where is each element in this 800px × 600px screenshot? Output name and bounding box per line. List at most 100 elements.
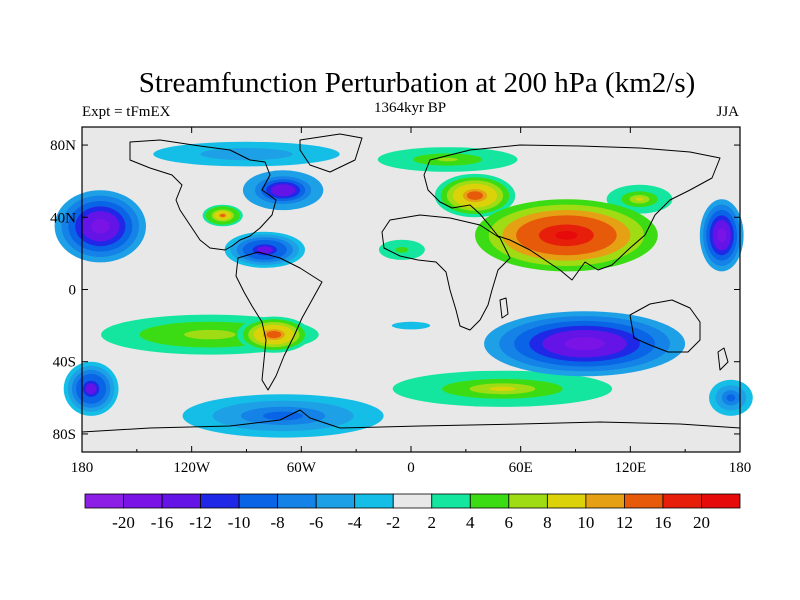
x-tick-label: 60W (287, 460, 317, 476)
x-tick-label: 60E (509, 460, 533, 476)
x-axis-ticks: 180 120W 60W 0 60E 120E 180 (71, 127, 752, 476)
contour-band (572, 339, 597, 348)
contour-band (635, 197, 644, 201)
colorbar-swatch (469, 493, 510, 509)
colorbar-label: -12 (189, 513, 212, 532)
field-north-africa-positive (369, 235, 435, 265)
field-indian-ocean-australia-low (484, 311, 686, 377)
colorbar-label: 6 (505, 513, 514, 532)
x-tick-label: 180 (71, 460, 94, 476)
colorbar-swatch (546, 493, 587, 509)
colorbar-label: -8 (271, 513, 285, 532)
colorbar-swatch (585, 493, 625, 509)
colorbar-swatch (315, 493, 356, 509)
y-tick-label: 0 (69, 283, 77, 299)
x-tick-label: 120E (614, 460, 646, 476)
y-tick-label: 40N (50, 210, 76, 226)
colorbar-swatch (200, 493, 240, 509)
colorbar-swatch (354, 493, 394, 509)
field-antarctic-low (182, 394, 384, 438)
y-tick-label: 80N (50, 138, 76, 154)
left-string: Expt = tFmEX (82, 104, 171, 120)
colorbar-swatch (238, 493, 279, 509)
colorbar-swatch (701, 493, 741, 509)
chart-title: Streamfunction Perturbation at 200 hPa (… (139, 67, 696, 99)
contour-band (405, 324, 417, 327)
colorbar-label: 8 (543, 513, 552, 532)
contour-band (94, 222, 106, 231)
y-tick-label: 80S (53, 427, 76, 443)
contour-band (398, 248, 406, 252)
colorbar: -20 -16 -12 -10 -8 -6 -4 -2 2 4 6 8 10 12 16 20 (84, 493, 741, 532)
colorbar-swatch (624, 493, 664, 509)
contour-band (87, 385, 95, 392)
colorbar-swatch (161, 493, 201, 509)
colorbar-label: 10 (577, 513, 594, 532)
coast-madagascar (499, 297, 509, 319)
colorbar-label: 2 (428, 513, 437, 532)
contour-band (470, 193, 480, 199)
field-west-pacific-low (699, 199, 744, 272)
y-axis-ticks: 80N 40N 0 40S 80S (50, 138, 740, 443)
colorbar-swatch (431, 493, 471, 509)
field-north-america-high (202, 204, 243, 227)
field-central-america-low (224, 231, 305, 268)
coast-africa (381, 214, 511, 331)
field-east-asia-positive (606, 184, 673, 214)
map-plot-area: 180 120W 60W 0 60E 120E 180 80N 40N 0 40S 80S (50, 126, 753, 476)
coast-south-america (235, 251, 323, 391)
x-tick-label: 180 (729, 460, 752, 476)
colorbar-swatch (392, 493, 433, 509)
contour-band (719, 231, 725, 240)
field-far-south-pacific-low-east (709, 379, 753, 416)
coast-north-america (129, 139, 277, 251)
contour-band (194, 331, 226, 338)
colorbar-label: -20 (112, 513, 135, 532)
colorbar-swatch (84, 493, 124, 509)
field-arctic-low (136, 139, 357, 169)
colorbar-swatch (662, 493, 702, 509)
x-tick-label: 0 (407, 460, 415, 476)
coast-greenland (299, 133, 363, 173)
field-south-atlantic-positive (392, 370, 613, 407)
colorbar-label: 12 (616, 513, 633, 532)
colorbar-swatch (123, 493, 163, 509)
field-north-pacific-low (54, 190, 146, 263)
colorbar-swatch (277, 493, 317, 509)
x-tick-label: 120W (173, 460, 211, 476)
colorbar-label: 16 (654, 513, 671, 532)
field-equatorial-atlantic-low (365, 316, 457, 335)
contour-band (269, 332, 279, 337)
contour-band (489, 386, 516, 391)
center-string: 1364kyr BP (374, 100, 446, 116)
coast-eurasia (423, 144, 721, 281)
contour-band (260, 247, 270, 252)
contour-band (728, 395, 734, 400)
contour-band (220, 214, 226, 217)
colorbar-swatch (508, 493, 548, 509)
colorbar-label: -2 (386, 513, 400, 532)
contour-band (271, 413, 296, 419)
colorbar-label: -4 (348, 513, 363, 532)
colorbar-label: -10 (228, 513, 251, 532)
contour-band (555, 231, 578, 240)
field-arctic-europe-positive (365, 145, 530, 174)
field-central-asia-high (475, 199, 658, 272)
colorbar-label: 20 (693, 513, 710, 532)
coastlines (81, 133, 741, 433)
right-string: JJA (716, 104, 739, 120)
field-north-atlantic-low (242, 170, 324, 211)
field-europe-high (434, 173, 516, 218)
colorbar-label: -6 (309, 513, 323, 532)
plot-background (82, 127, 740, 452)
contour-band (278, 187, 288, 193)
field-south-america-high (237, 316, 311, 353)
colorbar-label: -16 (151, 513, 174, 532)
coast-australia (629, 299, 701, 353)
contour-band (437, 157, 458, 162)
y-tick-label: 40S (53, 355, 76, 371)
coast-antarctica (81, 409, 741, 433)
colorbar-label: 4 (466, 513, 475, 532)
coast-new-zealand (717, 347, 729, 371)
